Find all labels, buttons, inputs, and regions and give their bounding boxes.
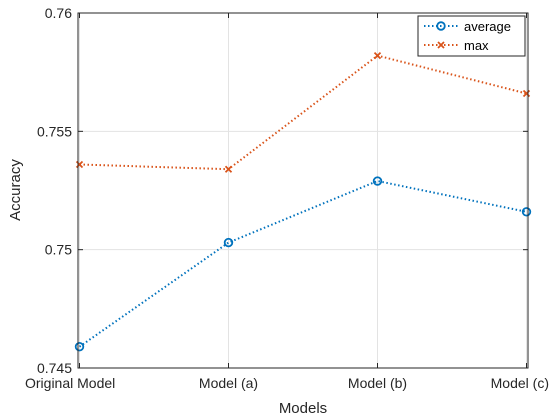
legend: average max [417,15,526,57]
x-tick-label: Original Model [25,375,115,391]
x-tick-label: Model (c) [491,375,549,391]
axis-ticks [78,12,528,369]
series-average [74,176,532,352]
data-point-max [373,51,382,60]
legend-max-marker [437,41,445,49]
plot-frame [77,12,529,369]
x-tick-label: Model (a) [199,375,258,391]
legend-max-label: max [464,38,489,53]
y-tick-label: 0.755 [37,123,72,139]
y-tick-labels: 0.745 0.75 0.755 0.76 [37,5,72,376]
series-line-max [79,54,527,171]
legend-average-label: average [464,19,511,34]
x-axis-label: Models [279,400,327,417]
data-point-max [224,165,233,173]
x-tick-labels: Original Model Model (a) Model (b) Model (c… [25,375,549,391]
y-tick-label: 0.75 [45,242,72,258]
legend-box [417,15,526,57]
x-tick-label: Model (b) [348,375,407,391]
data-point-average [372,176,383,186]
data-point-average [521,207,532,217]
y-tick-label: 0.745 [37,360,72,376]
y-axis-label: Accuracy [7,159,24,221]
y-tick-label: 0.76 [45,5,72,21]
data-point-average [74,342,85,352]
plot-background [78,13,528,368]
legend-average-marker [436,21,446,31]
data-point-average [223,237,234,248]
